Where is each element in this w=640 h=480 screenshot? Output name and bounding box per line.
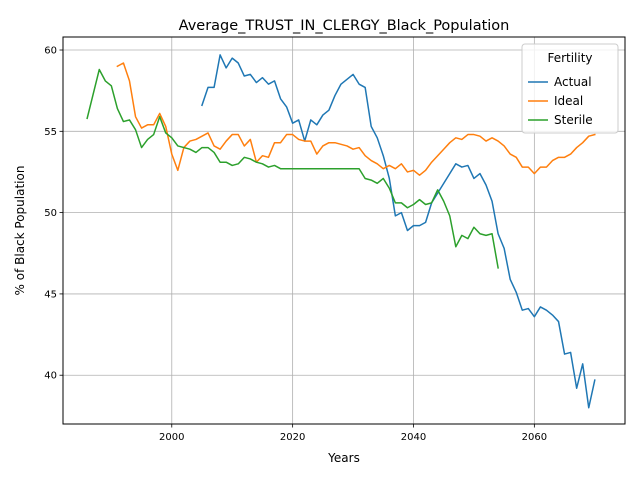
series-line-ideal (116, 62, 596, 176)
x-tick-label: 2020 (280, 432, 305, 443)
series-line-actual (201, 54, 596, 409)
chart-title: Average_TRUST_IN_CLERGY_Black_Population (179, 18, 510, 34)
legend: Fertility Actual Ideal Sterile (521, 43, 619, 134)
legend-label-actual: Actual (554, 75, 592, 89)
x-tick-label: 2000 (159, 432, 184, 443)
y-tick-label: 50 (44, 208, 57, 219)
series-layer (86, 54, 596, 409)
y-tick-label: 45 (44, 289, 57, 300)
x-tick-label: 2040 (401, 432, 426, 443)
legend-label-ideal: Ideal (554, 94, 583, 108)
plot-frame (62, 36, 626, 425)
series-line-sterile (86, 68, 499, 269)
y-axis-label: % of Black Population (13, 166, 27, 296)
y-tick-label: 60 (44, 46, 57, 57)
legend-label-sterile: Sterile (554, 113, 593, 127)
y-tick-label: 40 (44, 371, 57, 382)
x-tick-label: 2060 (522, 432, 547, 443)
legend-title: Fertility (547, 51, 592, 65)
legend-box (521, 43, 619, 134)
axis-ticks: 2000 2020 2040 2060 40 45 50 55 60 (44, 46, 547, 443)
y-tick-label: 55 (44, 127, 57, 138)
x-axis-label: Years (327, 451, 360, 465)
